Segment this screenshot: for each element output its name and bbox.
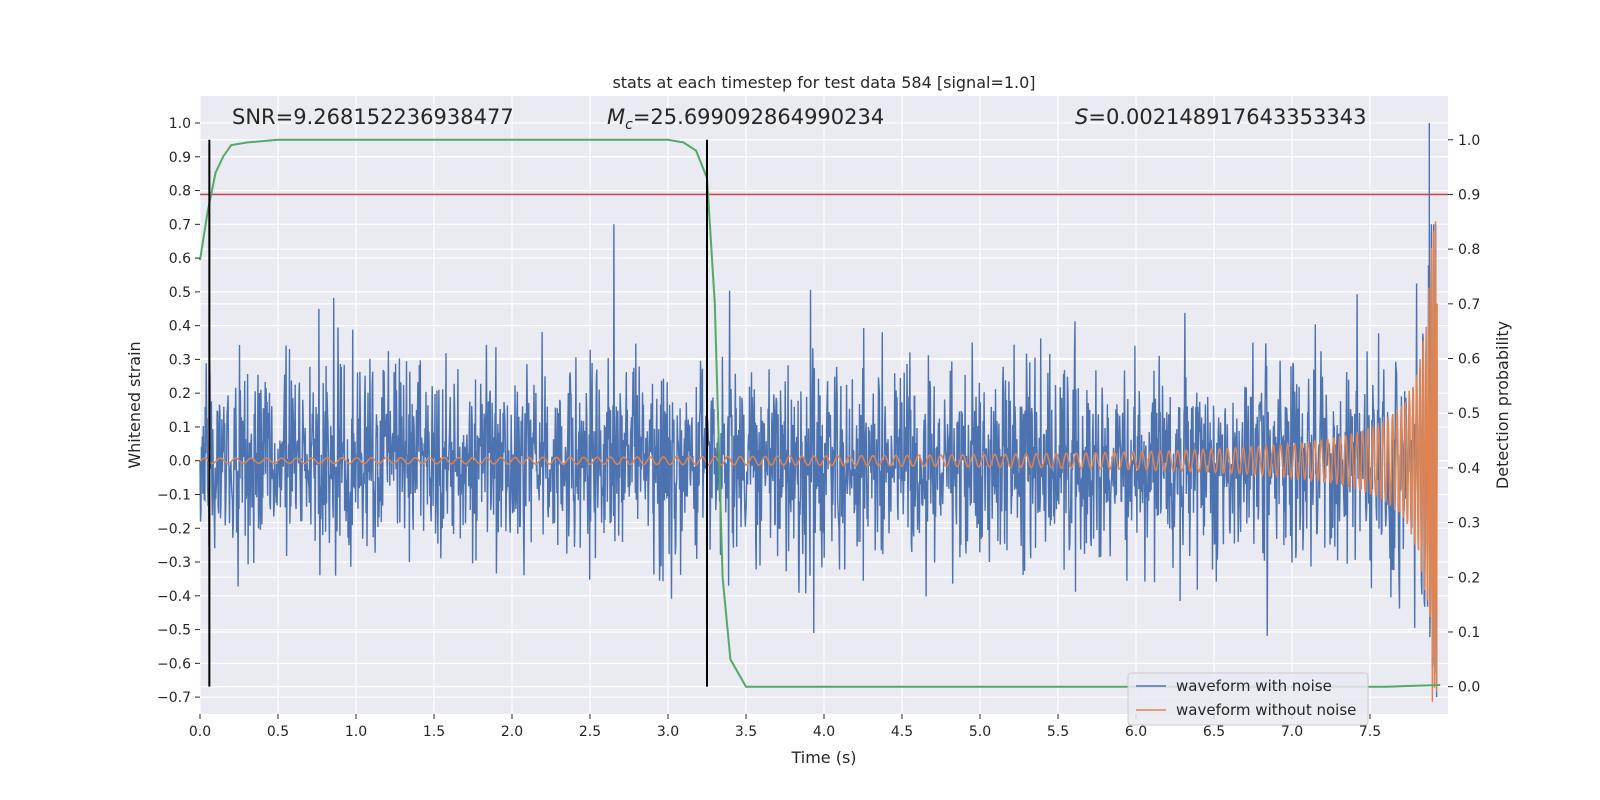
y-tick-label: −0.2 [157, 521, 191, 537]
clean-series-layer [199, 221, 1438, 702]
x-tick-label: 5.0 [969, 724, 991, 740]
y2-tick-label: 0.4 [1458, 461, 1480, 477]
y-tick-label: 0.9 [169, 150, 191, 166]
y2-tick-label: 0.2 [1458, 570, 1480, 586]
x-tick-label: 7.5 [1359, 724, 1381, 740]
chart-title: stats at each timestep for test data 584… [612, 73, 1035, 92]
y2-tick-label: 0.0 [1458, 680, 1480, 696]
x-tick-label: 7.0 [1281, 724, 1303, 740]
y-tick-label: 1.0 [169, 116, 191, 132]
x-tick-label: 1.0 [345, 724, 367, 740]
y-tick-label: −0.1 [157, 487, 191, 503]
y-tick-label: 0.4 [169, 319, 191, 335]
y-tick-label: −0.4 [157, 589, 191, 605]
y-tick-label: 0.0 [169, 454, 191, 470]
s-symbol: S [1075, 105, 1088, 129]
y-tick-label: 0.2 [169, 386, 191, 402]
x-tick-label: 4.5 [891, 724, 913, 740]
y2-tick-label: 1.0 [1458, 133, 1480, 149]
x-tick-label: 3.0 [657, 724, 679, 740]
legend: waveform with noise waveform without noi… [1127, 672, 1369, 726]
y-tick-label: 0.5 [169, 285, 191, 301]
x-tick-labels: 0.0 0.5 1.0 1.5 2.0 2.5 3.0 3.5 4.0 4.5 5.0 5.5 6.0 6… [189, 714, 1381, 740]
x-tick-label: 2.5 [579, 724, 601, 740]
y2-tick-label: 0.9 [1458, 187, 1480, 203]
s-annotation: S=0.002148917643353343 [1075, 105, 1366, 129]
vline-layer [208, 139, 708, 687]
snr-annotation: SNR=9.268152236938477 [232, 105, 514, 129]
y2-tick-label: 0.5 [1458, 406, 1480, 422]
mc-value: =25.699092864990234 [633, 105, 884, 129]
y-tick-label: −0.5 [157, 623, 191, 639]
y-tick-labels: 1.0 0.9 0.8 0.7 0.6 0.5 0.4 0.3 0.2 0.1 0.0 −0.1 −0.… [157, 116, 200, 706]
y-tick-label: −0.7 [157, 690, 191, 706]
x-tick-label: 0.0 [189, 724, 211, 740]
y-axis-label: Whitened strain [125, 341, 144, 468]
y-tick-label: −0.6 [157, 656, 191, 672]
y2-tick-labels: 1.0 0.9 0.8 0.7 0.6 0.5 0.4 0.3 0.2 0.1 0.0 [1448, 133, 1480, 696]
x-tick-label: 0.5 [267, 724, 289, 740]
x-tick-label: 2.0 [501, 724, 523, 740]
series-detection-probability [199, 138, 1441, 688]
y2-axis-label: Detection probability [1493, 321, 1512, 489]
y2-tick-label: 0.6 [1458, 352, 1480, 368]
mc-symbol: M [607, 105, 625, 129]
probability-layer [199, 138, 1448, 688]
y-tick-label: 0.6 [169, 251, 191, 267]
y2-tick-label: 0.8 [1458, 242, 1480, 258]
y-tick-label: 0.3 [169, 352, 191, 368]
chirp-mass-annotation: Mc=25.699092864990234 [607, 105, 884, 133]
y-tick-label: −0.3 [157, 555, 191, 571]
x-tick-label: 4.0 [813, 724, 835, 740]
x-axis-label: Time (s) [790, 748, 856, 767]
s-value: =0.002148917643353343 [1088, 105, 1366, 129]
series-waveform-without-noise [199, 221, 1438, 702]
x-tick-label: 6.0 [1125, 724, 1147, 740]
y2-tick-label: 0.1 [1458, 625, 1480, 641]
x-tick-label: 5.5 [1047, 724, 1069, 740]
y-tick-label: 0.7 [169, 217, 191, 233]
y-tick-label: 0.1 [169, 420, 191, 436]
y-tick-label: 0.8 [169, 184, 191, 200]
y2-tick-label: 0.3 [1458, 516, 1480, 532]
y2-tick-label: 0.7 [1458, 297, 1480, 313]
legend-label-clean: waveform without noise [1176, 701, 1356, 719]
legend-label-noise: waveform with noise [1176, 677, 1332, 695]
x-tick-label: 3.5 [735, 724, 757, 740]
x-tick-label: 1.5 [423, 724, 445, 740]
x-tick-label: 6.5 [1203, 724, 1225, 740]
mc-subscript: c [625, 117, 633, 133]
legend-box [1127, 672, 1369, 726]
